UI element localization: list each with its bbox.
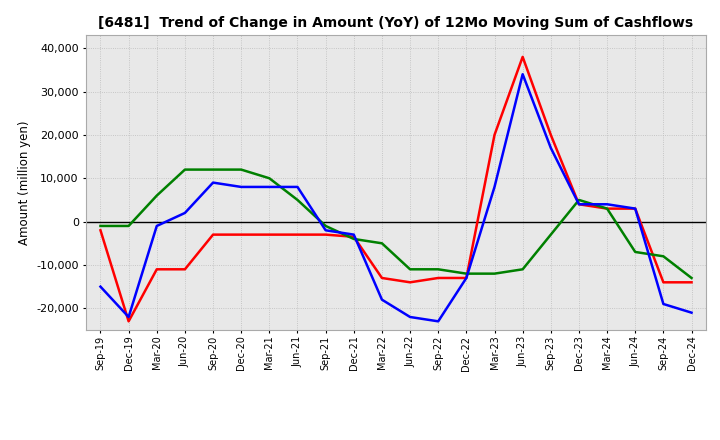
Free Cashflow [462,275,471,281]
Investing Cashflow [293,197,302,202]
Operating Cashflow [321,232,330,237]
Free Cashflow [293,184,302,190]
Operating Cashflow [434,275,443,281]
Investing Cashflow [546,232,555,237]
Free Cashflow [406,314,415,319]
Operating Cashflow [490,132,499,138]
Investing Cashflow [321,224,330,229]
Investing Cashflow [237,167,246,172]
Free Cashflow [321,227,330,233]
Free Cashflow [490,184,499,190]
Free Cashflow [265,184,274,190]
Free Cashflow [153,224,161,229]
Free Cashflow [125,314,133,319]
Operating Cashflow [265,232,274,237]
Investing Cashflow [96,224,105,229]
Free Cashflow [575,202,583,207]
Operating Cashflow [209,232,217,237]
Investing Cashflow [209,167,217,172]
Operating Cashflow [377,275,386,281]
Free Cashflow [96,284,105,289]
Investing Cashflow [659,253,667,259]
Investing Cashflow [631,249,639,255]
Investing Cashflow [125,224,133,229]
Operating Cashflow [293,232,302,237]
Operating Cashflow [349,234,358,239]
Y-axis label: Amount (million yen): Amount (million yen) [17,121,30,245]
Investing Cashflow [490,271,499,276]
Operating Cashflow [125,319,133,324]
Operating Cashflow [406,280,415,285]
Line: Free Cashflow: Free Cashflow [101,74,691,321]
Investing Cashflow [377,241,386,246]
Free Cashflow [434,319,443,324]
Operating Cashflow [153,267,161,272]
Investing Cashflow [462,271,471,276]
Free Cashflow [181,210,189,216]
Free Cashflow [237,184,246,190]
Investing Cashflow [265,176,274,181]
Free Cashflow [631,206,639,211]
Investing Cashflow [181,167,189,172]
Operating Cashflow [603,206,611,211]
Investing Cashflow [603,206,611,211]
Investing Cashflow [153,193,161,198]
Free Cashflow [603,202,611,207]
Title: [6481]  Trend of Change in Amount (YoY) of 12Mo Moving Sum of Cashflows: [6481] Trend of Change in Amount (YoY) o… [99,16,693,30]
Free Cashflow [659,301,667,307]
Operating Cashflow [546,132,555,138]
Operating Cashflow [631,206,639,211]
Operating Cashflow [181,267,189,272]
Operating Cashflow [687,280,696,285]
Investing Cashflow [518,267,527,272]
Investing Cashflow [687,275,696,281]
Investing Cashflow [434,267,443,272]
Free Cashflow [377,297,386,302]
Free Cashflow [349,232,358,237]
Investing Cashflow [406,267,415,272]
Investing Cashflow [575,197,583,202]
Operating Cashflow [575,202,583,207]
Line: Investing Cashflow: Investing Cashflow [101,169,691,278]
Operating Cashflow [462,275,471,281]
Line: Operating Cashflow: Operating Cashflow [101,57,691,321]
Operating Cashflow [237,232,246,237]
Free Cashflow [546,145,555,150]
Operating Cashflow [659,280,667,285]
Free Cashflow [518,72,527,77]
Operating Cashflow [96,227,105,233]
Free Cashflow [687,310,696,315]
Investing Cashflow [349,236,358,242]
Free Cashflow [209,180,217,185]
Operating Cashflow [518,54,527,59]
